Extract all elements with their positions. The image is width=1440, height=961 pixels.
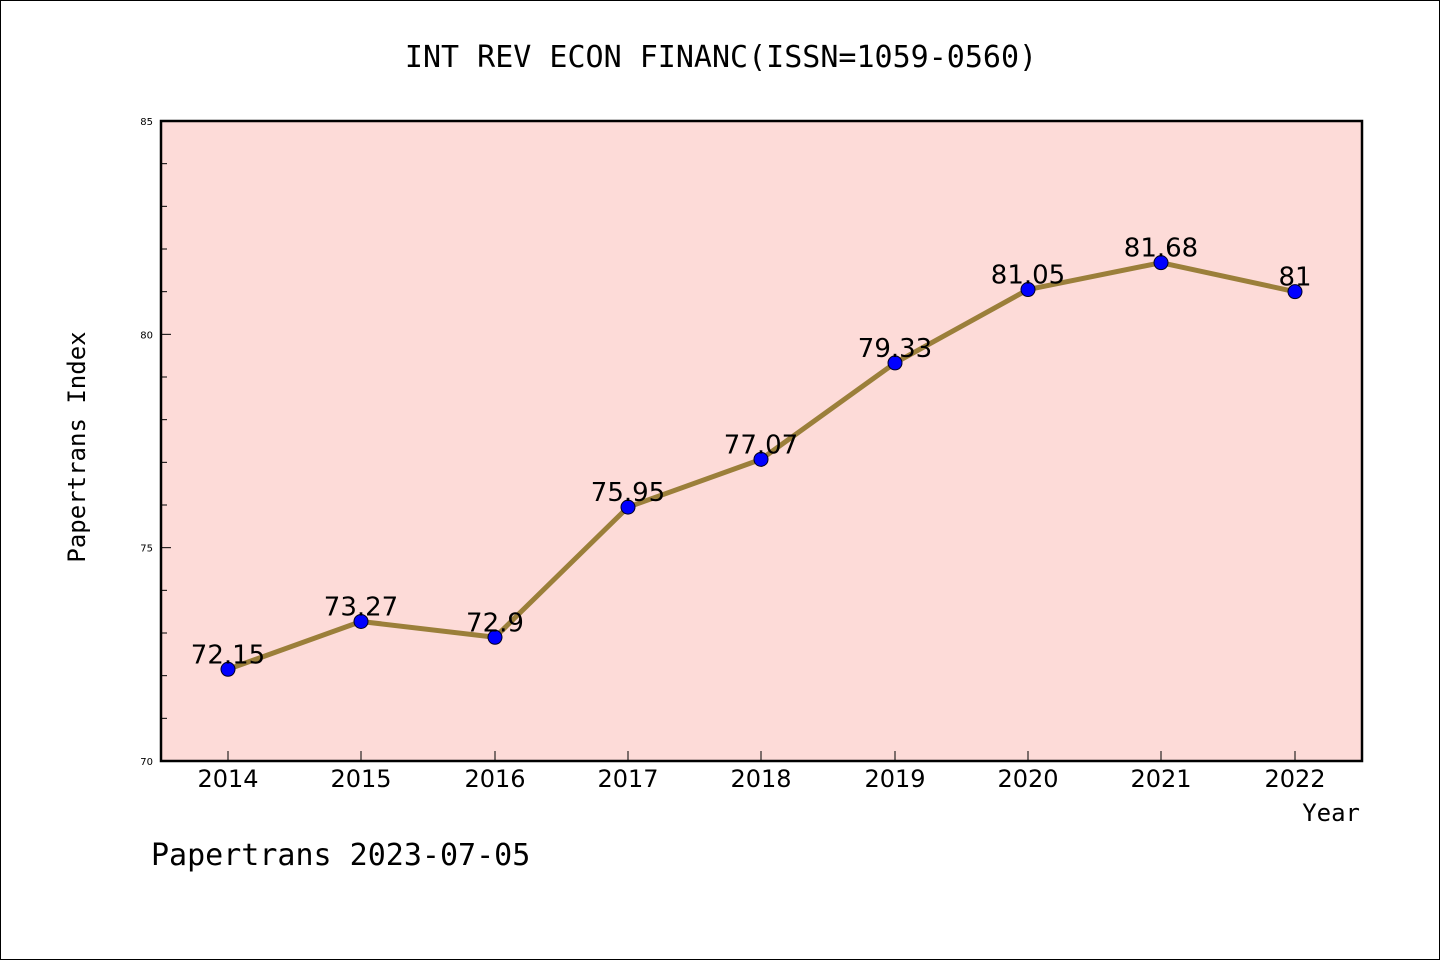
data-label: 77.07 [724, 430, 798, 460]
x-tick-label: 2019 [864, 765, 925, 793]
x-tick-label: 2016 [464, 765, 525, 793]
data-label: 81.68 [1124, 234, 1198, 264]
y-tick-label: 80 [140, 330, 153, 341]
data-label: 75.95 [591, 478, 665, 508]
data-labels: 72.15 73.27 72.9 75.95 77.07 79.33 81.05 81.68 8… [191, 234, 1312, 671]
data-point [1020, 282, 1036, 298]
data-label: 73.27 [324, 592, 398, 622]
data-point [887, 355, 903, 371]
data-point [353, 613, 369, 629]
x-tick-label: 2014 [197, 765, 258, 793]
y-tick-label: 75 [140, 544, 153, 555]
x-tick-label: 2022 [1264, 765, 1325, 793]
plot-border [159, 119, 1364, 763]
chart-title: INT REV ECON FINANC(ISSN=1059-0560) [405, 40, 1037, 75]
x-tick-label: 2021 [1130, 765, 1191, 793]
y-tick-label: 85 [140, 117, 153, 128]
data-label: 79.33 [858, 334, 932, 364]
data-point [1153, 255, 1169, 271]
y-axis-label: Papertrans Index [63, 331, 91, 562]
x-tick-label: 2017 [597, 765, 658, 793]
x-tick-label: 2015 [330, 765, 391, 793]
data-point [487, 629, 503, 645]
data-label: 72.9 [466, 608, 524, 638]
x-axis-label: Year [1302, 799, 1360, 827]
data-point [1287, 284, 1303, 300]
x-tick-label: 2020 [997, 765, 1058, 793]
data-label: 72.15 [191, 640, 265, 670]
y-tick-label: 70 [140, 757, 153, 768]
x-axis: 2014 2015 2016 2017 2018 2019 2020 2021 2022 [197, 751, 1326, 793]
data-point [753, 451, 769, 467]
data-label: 81 [1278, 263, 1311, 293]
data-point [620, 499, 636, 515]
series-layer [220, 255, 1303, 677]
plot-area [161, 121, 1362, 761]
x-tick-label: 2018 [730, 765, 791, 793]
footer-text: Papertrans 2023-07-05 [151, 838, 530, 873]
data-point [220, 661, 236, 677]
data-label: 81.05 [991, 261, 1065, 291]
